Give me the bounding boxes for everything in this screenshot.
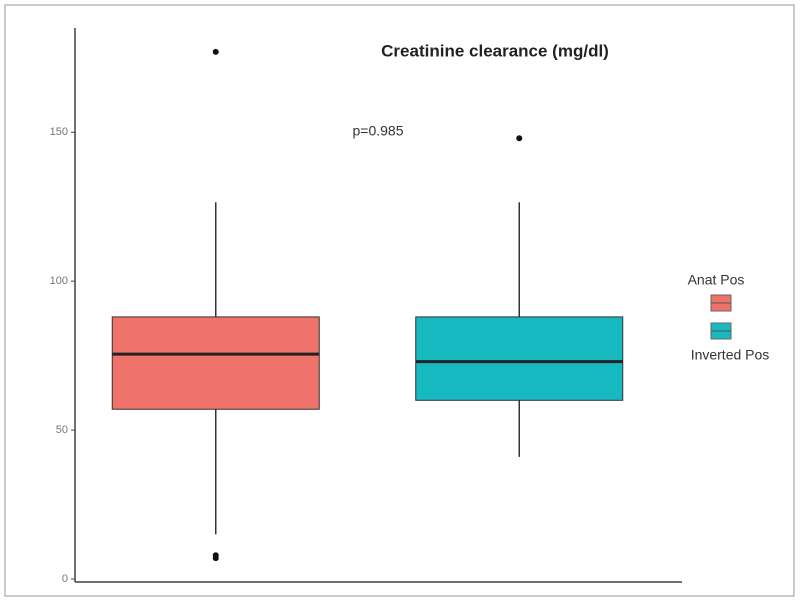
legend-label: Anat Pos xyxy=(688,272,745,288)
legend-label: Inverted Pos xyxy=(691,347,770,363)
y-tick-label: 50 xyxy=(56,424,68,436)
y-tick-label: 0 xyxy=(62,573,68,585)
box xyxy=(111,316,320,410)
box xyxy=(415,316,624,401)
chart-title: Creatinine clearance (mg/dl) xyxy=(381,41,609,60)
y-tick-label: 150 xyxy=(50,126,68,138)
frame xyxy=(4,4,795,597)
annotation: p=0.985 xyxy=(353,123,404,139)
y-tick-label: 100 xyxy=(50,275,68,287)
outlier xyxy=(212,48,219,55)
outlier xyxy=(516,135,523,142)
outlier xyxy=(212,555,219,562)
